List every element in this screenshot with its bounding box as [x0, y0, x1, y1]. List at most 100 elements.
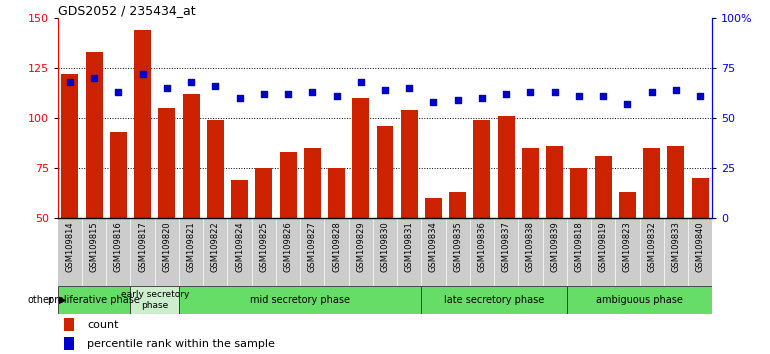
Bar	[474, 120, 490, 218]
Point	[573, 93, 585, 99]
Text: GSM109831: GSM109831	[405, 221, 413, 272]
Bar	[300, 218, 324, 286]
Point	[403, 85, 415, 91]
Point	[282, 91, 294, 97]
Bar	[134, 30, 151, 218]
Bar	[276, 218, 300, 286]
Bar	[328, 168, 345, 218]
Point	[209, 83, 222, 89]
Bar	[304, 148, 321, 218]
Bar	[280, 152, 296, 218]
Bar	[446, 218, 470, 286]
Bar	[567, 218, 591, 286]
Point	[136, 71, 149, 77]
Bar	[615, 218, 640, 286]
Text: GSM109833: GSM109833	[671, 221, 681, 272]
Bar	[522, 148, 539, 218]
Bar	[58, 218, 82, 286]
Point	[355, 79, 367, 85]
Text: ▶: ▶	[59, 295, 67, 305]
Text: other: other	[28, 295, 54, 305]
Bar	[643, 148, 660, 218]
Bar	[421, 286, 567, 314]
Point	[258, 91, 270, 97]
Text: GSM109835: GSM109835	[454, 221, 462, 272]
Text: GSM109821: GSM109821	[186, 221, 196, 272]
Bar	[182, 94, 199, 218]
Bar	[256, 168, 273, 218]
Bar	[546, 146, 563, 218]
Bar	[159, 108, 176, 218]
Bar	[470, 218, 494, 286]
Point	[161, 85, 173, 91]
Point	[524, 89, 537, 95]
Bar	[203, 218, 227, 286]
Bar	[494, 218, 518, 286]
Bar	[377, 126, 393, 218]
Point	[694, 93, 706, 99]
Bar	[155, 218, 179, 286]
Text: GSM109822: GSM109822	[211, 221, 219, 272]
Text: GSM109840: GSM109840	[695, 221, 705, 272]
Point	[427, 99, 440, 105]
Text: GSM109818: GSM109818	[574, 221, 584, 272]
Bar	[691, 178, 708, 218]
Point	[379, 87, 391, 93]
Text: GSM109819: GSM109819	[598, 221, 608, 272]
Bar	[421, 218, 446, 286]
Bar	[571, 168, 588, 218]
Point	[306, 89, 319, 95]
Bar	[640, 218, 664, 286]
Bar	[227, 218, 252, 286]
Text: GSM109826: GSM109826	[283, 221, 293, 272]
Bar	[179, 218, 203, 286]
Point	[670, 87, 682, 93]
Text: GDS2052 / 235434_at: GDS2052 / 235434_at	[58, 4, 196, 17]
Bar	[130, 286, 179, 314]
Text: GSM109834: GSM109834	[429, 221, 438, 272]
Point	[451, 97, 464, 103]
Point	[500, 91, 512, 97]
Text: mid secretory phase: mid secretory phase	[250, 295, 350, 305]
Text: GSM109824: GSM109824	[235, 221, 244, 272]
Text: GSM109815: GSM109815	[89, 221, 99, 272]
Bar	[65, 318, 74, 331]
Bar	[449, 192, 466, 218]
Bar	[591, 218, 615, 286]
Bar	[400, 110, 417, 218]
Bar	[65, 337, 74, 350]
Text: GSM109817: GSM109817	[138, 221, 147, 272]
Bar	[349, 218, 373, 286]
Bar	[425, 198, 442, 218]
Text: GSM109839: GSM109839	[551, 221, 559, 272]
Point	[548, 89, 561, 95]
Text: early secretory
phase: early secretory phase	[121, 290, 189, 310]
Bar	[497, 116, 514, 218]
Point	[621, 101, 634, 107]
Point	[233, 95, 246, 101]
Bar	[58, 286, 130, 314]
Point	[476, 95, 488, 101]
Bar	[353, 98, 370, 218]
Bar	[207, 120, 224, 218]
Bar	[85, 52, 102, 218]
Text: GSM109838: GSM109838	[526, 221, 535, 272]
Bar	[110, 132, 127, 218]
Bar	[619, 192, 636, 218]
Point	[330, 93, 343, 99]
Bar	[688, 218, 712, 286]
Point	[64, 79, 76, 85]
Text: GSM109829: GSM109829	[357, 221, 365, 272]
Text: GSM109823: GSM109823	[623, 221, 632, 272]
Bar	[179, 286, 421, 314]
Bar	[324, 218, 349, 286]
Bar	[397, 218, 421, 286]
Text: percentile rank within the sample: percentile rank within the sample	[87, 339, 275, 349]
Bar	[668, 146, 685, 218]
Text: GSM109820: GSM109820	[162, 221, 172, 272]
Bar	[252, 218, 276, 286]
Text: count: count	[87, 320, 119, 330]
Text: GSM109830: GSM109830	[380, 221, 390, 272]
Text: ambiguous phase: ambiguous phase	[596, 295, 683, 305]
Text: proliferative phase: proliferative phase	[49, 295, 140, 305]
